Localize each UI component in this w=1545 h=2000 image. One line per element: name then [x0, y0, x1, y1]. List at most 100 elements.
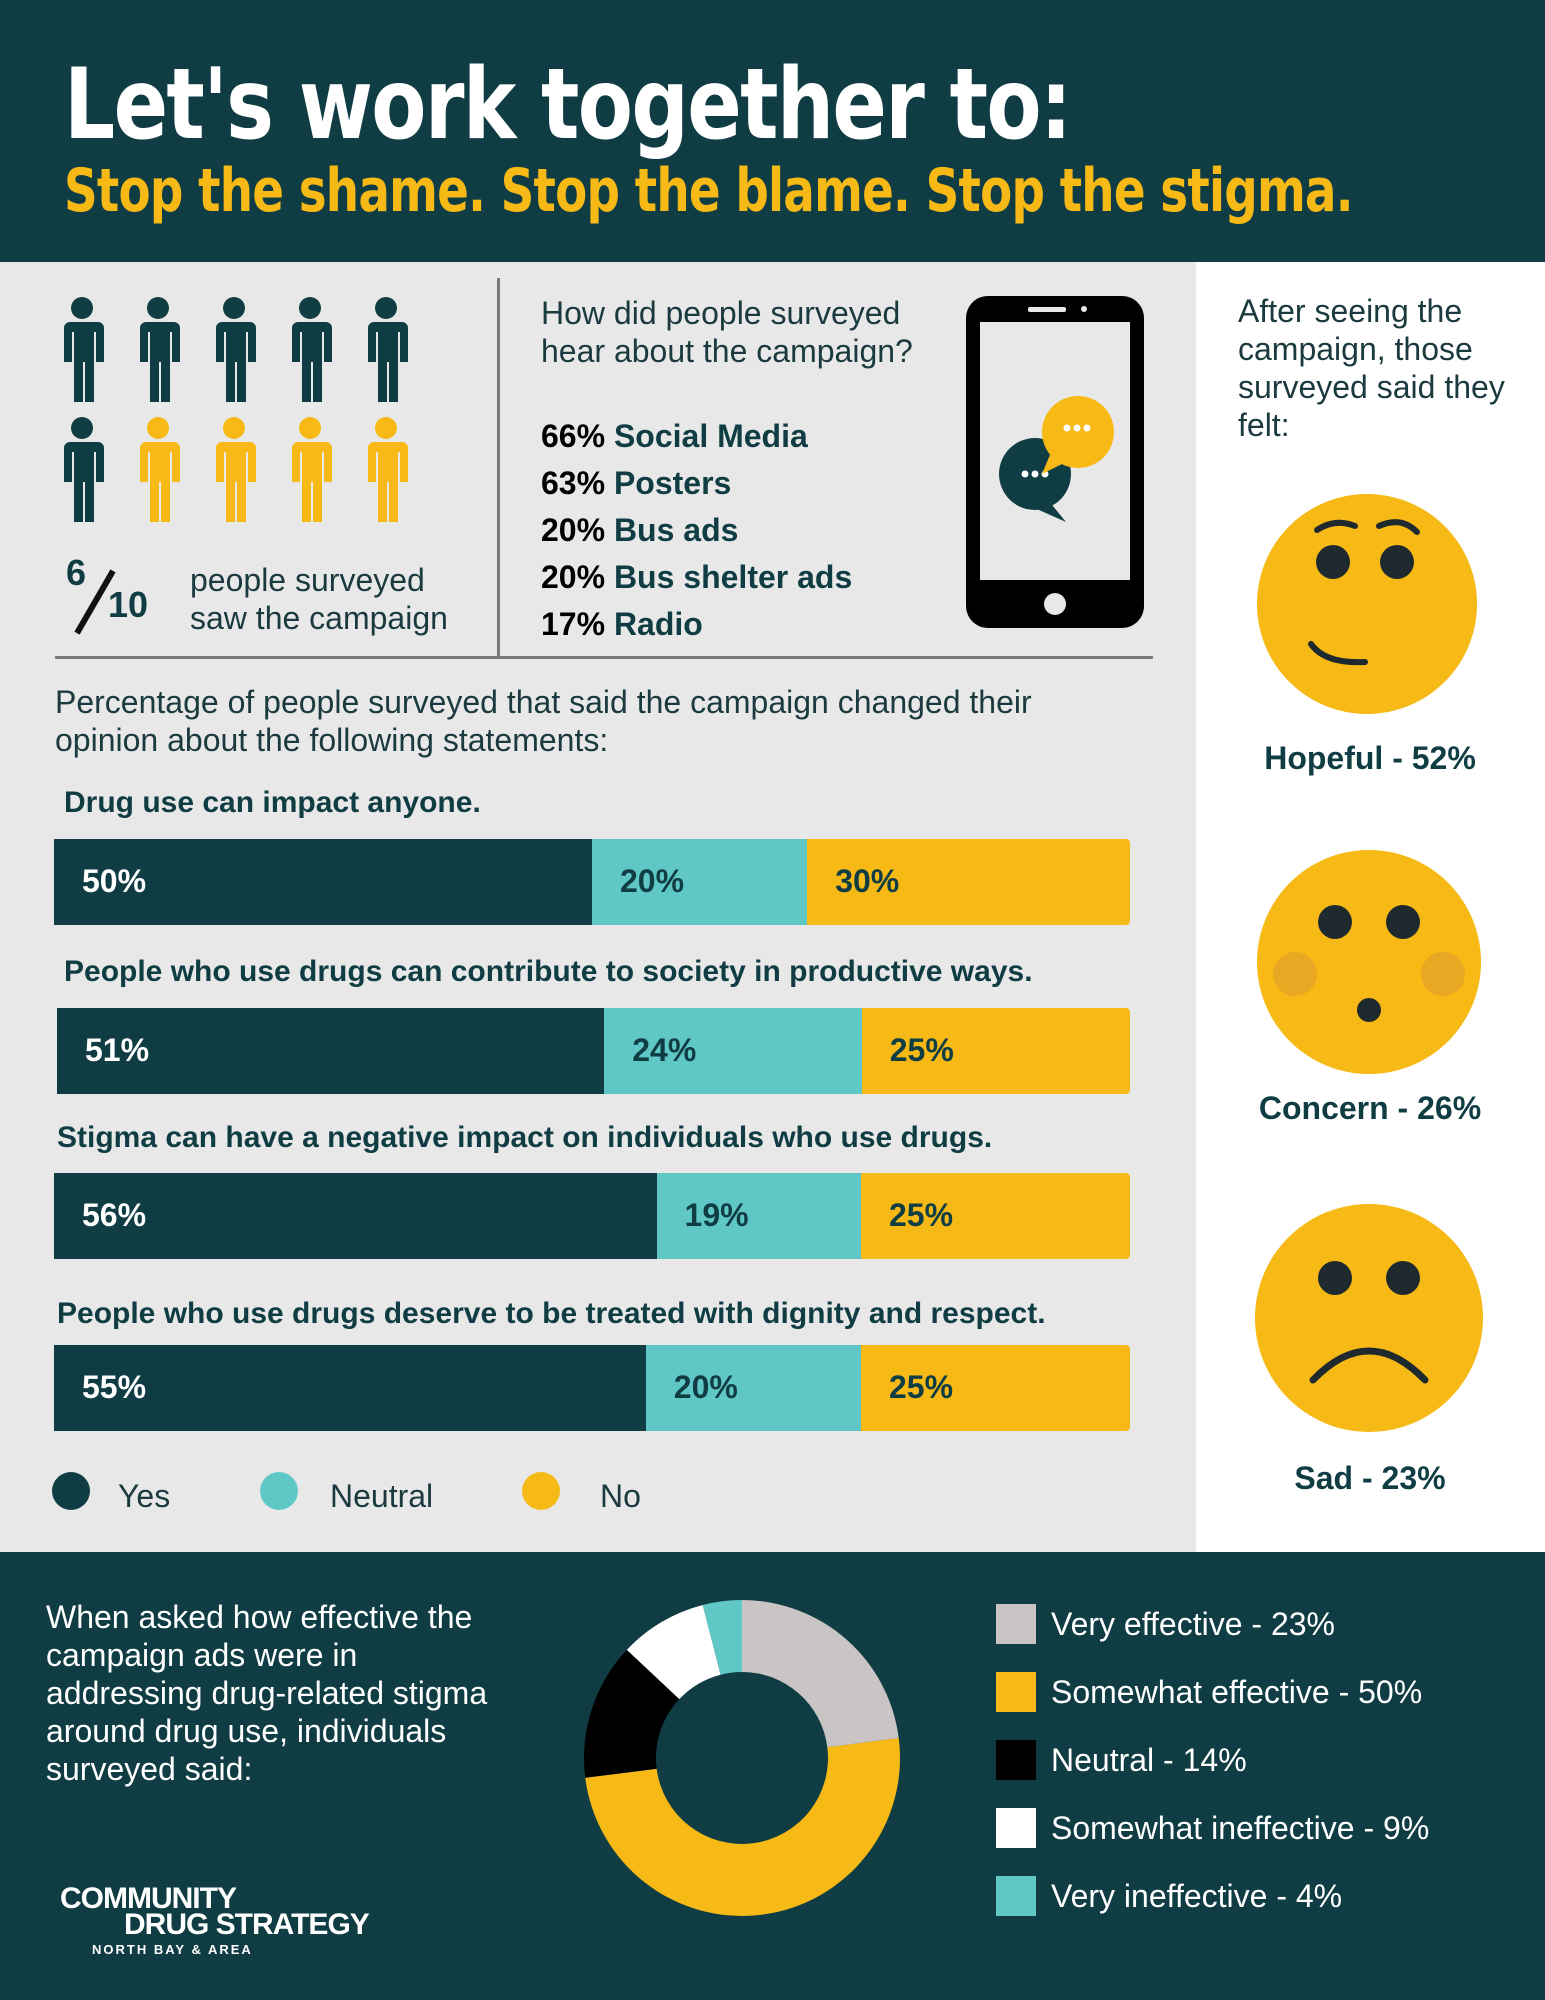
feeling-label-sad: Sad - 23%	[1294, 1460, 1446, 1496]
bar-segment-no: 30%	[807, 839, 1130, 925]
channels-question: How did people surveyed hear about the c…	[541, 295, 913, 369]
bar-value-no: 25%	[889, 1032, 954, 1068]
legend-label-no: No	[600, 1478, 641, 1514]
stacked-bar: 56% 19% 25%	[54, 1173, 1130, 1259]
legend-label-neutral: Neutral	[330, 1478, 434, 1514]
channel-percent: 63%	[541, 465, 606, 501]
legend-swatch	[996, 1604, 1036, 1644]
statement-title: Stigma can have a negative impact on ind…	[57, 1121, 993, 1154]
logo-line-2: DRUG STRATEGY	[124, 1908, 370, 1941]
fraction-denominator: 10	[108, 584, 149, 625]
bar-segment-no: 25%	[861, 1008, 1130, 1094]
organization-logo: COMMUNITY DRUG STRATEGY NORTH BAY & AREA	[60, 1882, 420, 1962]
channel-item: 66% Social Media	[541, 418, 941, 465]
legend-swatch	[996, 1876, 1036, 1916]
channel-item: 20% Bus shelter ads	[541, 559, 941, 606]
horizontal-divider	[55, 656, 1153, 659]
page-title: Let's work together to:	[64, 48, 1072, 162]
channel-item: 17% Radio	[541, 606, 941, 653]
statement-title: Drug use can impact anyone.	[64, 786, 481, 819]
legend-swatch	[996, 1672, 1036, 1712]
bar-segment-yes: 55%	[54, 1345, 646, 1431]
channel-percent: 20%	[541, 559, 606, 595]
bar-value-neutral: 19%	[684, 1197, 749, 1233]
bar-value-neutral: 20%	[620, 863, 685, 899]
person-icon	[64, 417, 104, 522]
legend-item: Somewhat ineffective - 9%	[996, 1808, 1516, 1876]
feeling-label-concern: Concern - 26%	[1258, 1090, 1482, 1126]
vertical-divider	[497, 278, 500, 656]
bar-value-no: 25%	[888, 1369, 954, 1405]
sad-face-icon	[1255, 1204, 1485, 1434]
stacked-bar: 51% 24% 25%	[57, 1008, 1130, 1094]
effectiveness-donut-chart	[582, 1598, 902, 1918]
channel-label: Bus ads	[613, 512, 739, 548]
feelings-question: After seeing the campaign, those surveye…	[1238, 293, 1505, 443]
feeling-label-hopeful: Hopeful - 52%	[1264, 740, 1476, 776]
people-pictogram	[52, 290, 452, 530]
statement-title: People who use drugs deserve to be treat…	[57, 1297, 1046, 1330]
logo-line-3: NORTH BAY & AREA	[92, 1942, 253, 1957]
stacked-bar: 50% 20% 30%	[54, 839, 1130, 925]
donut-slice-somewhat-effective	[585, 1738, 900, 1916]
person-icon-row-2-highlight	[140, 417, 408, 522]
legend-label: Very ineffective - 4%	[1051, 1878, 1343, 1914]
stacked-bar: 55% 20% 25%	[54, 1345, 1130, 1431]
bar-segment-no: 25%	[860, 1345, 1130, 1431]
legend-item: Somewhat effective - 50%	[996, 1672, 1516, 1740]
bar-segment-yes: 56%	[54, 1173, 657, 1259]
donut-slice-very-ineffective	[702, 1600, 742, 1675]
channel-percent: 20%	[541, 512, 606, 548]
channel-label: Social Media	[613, 418, 808, 454]
channels-list: 66% Social Media 63% Posters 20% Bus ads…	[541, 418, 941, 653]
legend-swatch	[996, 1808, 1036, 1848]
bar-value-no: 25%	[888, 1197, 954, 1233]
legend-item: Neutral - 14%	[996, 1740, 1516, 1808]
channel-label: Radio	[613, 606, 703, 642]
legend-item: Very effective - 23%	[996, 1604, 1516, 1672]
legend-dot-neutral	[260, 1472, 298, 1510]
page-subtitle: Stop the shame. Stop the blame. Stop the…	[64, 156, 1354, 226]
logo-line-1: COMMUNITY	[60, 1882, 237, 1915]
awareness-text: people surveyed saw the campaign	[190, 562, 448, 636]
header-banner: Let's work together to: Stop the shame. …	[0, 0, 1545, 262]
bar-segment-neutral: 20%	[645, 1345, 861, 1431]
legend-label-yes: Yes	[118, 1478, 171, 1514]
bar-value-yes: 55%	[82, 1369, 147, 1405]
channel-percent: 66%	[541, 418, 606, 454]
channel-item: 20% Bus ads	[541, 512, 941, 559]
smartphone-icon	[966, 296, 1144, 628]
legend-label: Somewhat effective - 50%	[1051, 1674, 1423, 1710]
donut-slice-somewhat-ineffective	[626, 1604, 721, 1700]
bar-value-neutral: 24%	[632, 1032, 697, 1068]
legend-label: Neutral - 14%	[1051, 1742, 1247, 1778]
legend-dot-yes	[52, 1472, 90, 1510]
effectiveness-question: When asked how effective the campaign ad…	[46, 1599, 488, 1787]
bar-segment-yes: 50%	[54, 839, 592, 925]
legend-item: Very ineffective - 4%	[996, 1876, 1516, 1944]
bar-value-yes: 50%	[82, 863, 147, 899]
person-icon-row-1	[64, 297, 408, 402]
channel-item: 63% Posters	[541, 465, 941, 512]
statement-title: People who use drugs can contribute to s…	[64, 955, 1033, 988]
bar-value-no: 30%	[835, 863, 900, 899]
donut-slice-very-effective	[742, 1600, 899, 1748]
channel-label: Bus shelter ads	[613, 559, 853, 595]
legend-swatch	[996, 1740, 1036, 1780]
fraction-numerator: 6	[66, 552, 87, 593]
bar-segment-neutral: 24%	[604, 1008, 862, 1094]
legend-label: Very effective - 23%	[1051, 1606, 1335, 1642]
bar-value-yes: 51%	[85, 1032, 150, 1068]
statements-intro: Percentage of people surveyed that said …	[55, 684, 1032, 758]
bar-legend: Yes Neutral No	[52, 1472, 752, 1522]
legend-dot-no	[522, 1472, 560, 1510]
bar-segment-no: 25%	[860, 1173, 1130, 1259]
effectiveness-legend: Very effective - 23% Somewhat effective …	[996, 1604, 1516, 1944]
channel-percent: 17%	[541, 606, 606, 642]
bar-segment-neutral: 19%	[656, 1173, 861, 1259]
hopeful-face-icon	[1255, 492, 1485, 722]
donut-slice-neutral	[584, 1649, 680, 1778]
awareness-fraction: 6 10	[62, 552, 172, 635]
concerned-face-icon	[1255, 850, 1485, 1080]
bar-value-yes: 56%	[82, 1197, 147, 1233]
